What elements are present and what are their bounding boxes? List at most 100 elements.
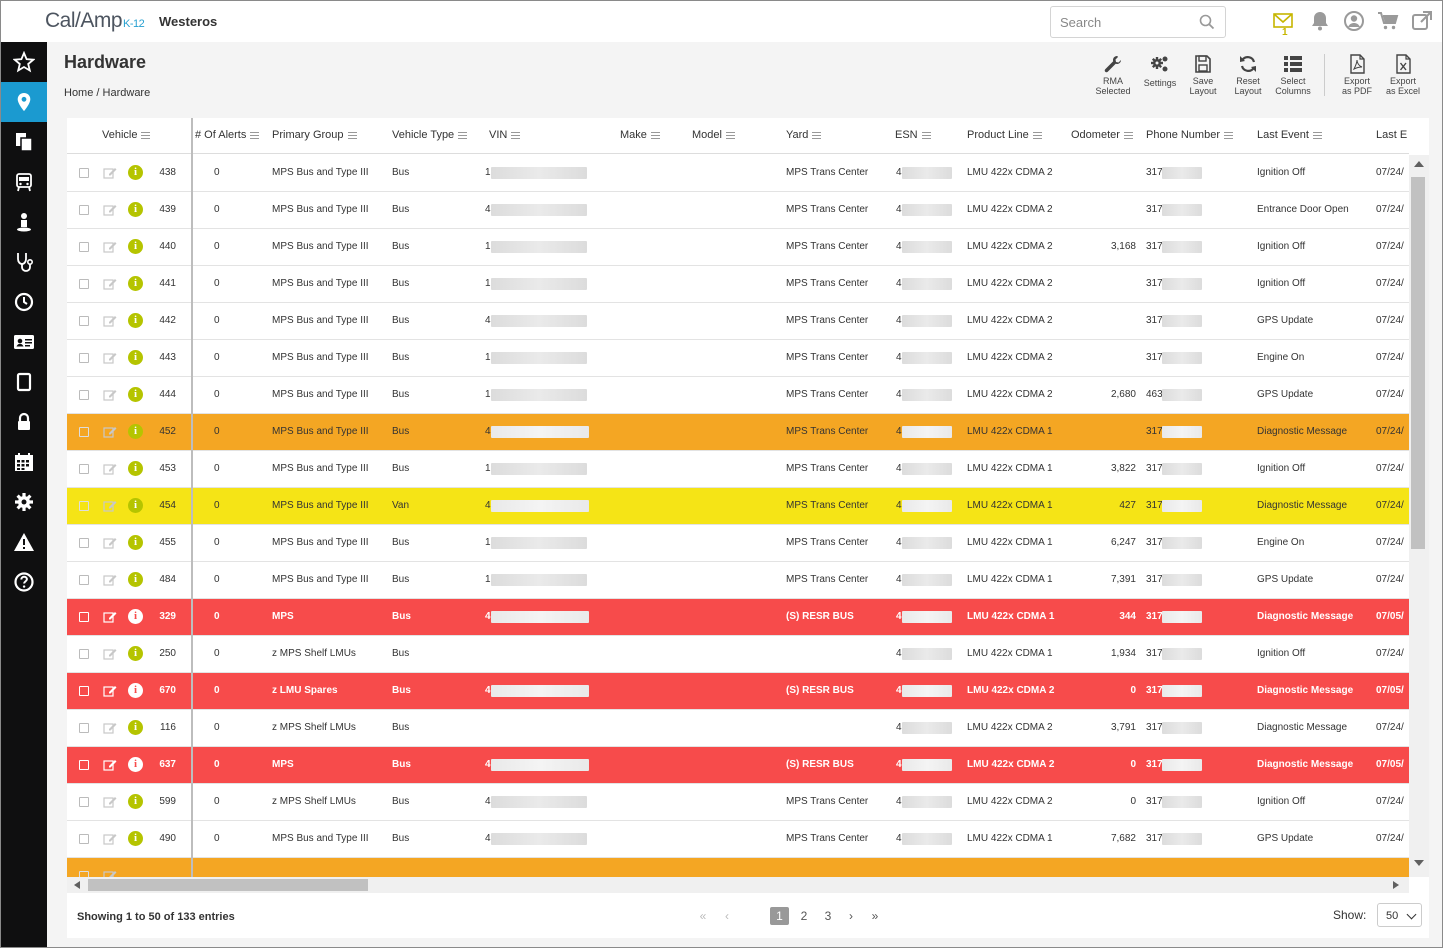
sidebar-item-alerts[interactable] (1, 522, 47, 562)
row-checkbox[interactable] (79, 168, 89, 178)
column-odometer[interactable]: Odometer (1071, 129, 1133, 141)
column-menu-icon[interactable] (1312, 131, 1322, 139)
page-2-button[interactable]: 2 (800, 909, 808, 923)
table-row[interactable]: i 250 0 z MPS Shelf LMUs Bus 4 LMU 422x CDMA 1… (67, 636, 1409, 673)
info-icon[interactable]: i (128, 683, 143, 698)
info-icon[interactable]: i (128, 535, 143, 550)
cell-vehicle[interactable]: 454 (159, 500, 176, 511)
info-icon[interactable]: i (128, 202, 143, 217)
row-checkbox[interactable] (79, 834, 89, 844)
info-icon[interactable]: i (128, 831, 143, 846)
cell-vehicle[interactable]: 484 (159, 574, 176, 585)
column-menu-icon[interactable] (1032, 131, 1042, 139)
cell-vehicle[interactable]: 116 (160, 722, 176, 733)
info-icon[interactable]: i (128, 424, 143, 439)
info-icon[interactable]: i (128, 276, 143, 291)
edit-icon[interactable] (103, 462, 117, 476)
edit-icon[interactable] (103, 240, 117, 254)
row-checkbox[interactable] (79, 612, 89, 622)
column-primary-group[interactable]: Primary Group (272, 129, 357, 141)
edit-icon[interactable] (103, 203, 117, 217)
scroll-down-arrow[interactable] (1414, 860, 1424, 866)
cell-vehicle[interactable]: 444 (159, 389, 176, 400)
column-vin[interactable]: VIN (489, 129, 521, 141)
info-icon[interactable]: i (128, 165, 143, 180)
row-checkbox[interactable] (79, 464, 89, 474)
first-page-button[interactable]: « (699, 909, 707, 923)
column-last-event-time[interactable]: Last E (1376, 129, 1407, 141)
edit-icon[interactable] (103, 832, 117, 846)
sidebar-item-contacts[interactable] (1, 322, 47, 362)
table-row[interactable]: i 329 0 MPS Bus 4 (S) RESR BUS 4 LMU 422x CDMA 1… (67, 599, 1409, 636)
save-layout-button[interactable]: Save Layout (1180, 54, 1226, 96)
column-esn[interactable]: ESN (895, 129, 931, 141)
column-menu-icon[interactable] (250, 131, 260, 139)
table-row[interactable]: i 453 0 MPS Bus and Type III Bus 1 MPS Trans C… (67, 451, 1409, 488)
horizontal-scroll-thumb[interactable] (88, 879, 368, 891)
cell-vehicle[interactable]: 329 (159, 611, 176, 622)
column-vehicle-type[interactable]: Vehicle Type (392, 129, 468, 141)
info-icon[interactable]: i (128, 572, 143, 587)
row-checkbox[interactable] (79, 353, 89, 363)
rma-selected-button[interactable]: RMA Selected (1090, 54, 1136, 96)
table-row[interactable]: i 454 0 MPS Bus and Type III Van 4 MPS Trans C… (67, 488, 1409, 525)
row-checkbox[interactable] (79, 575, 89, 585)
table-row[interactable]: i 441 0 MPS Bus and Type III Bus 1 MPS Trans C… (67, 266, 1409, 303)
edit-icon[interactable] (103, 684, 117, 698)
column-yard[interactable]: Yard (786, 129, 822, 141)
info-icon[interactable]: i (128, 387, 143, 402)
column-menu-icon[interactable] (347, 131, 357, 139)
sidebar-item-hardware[interactable] (1, 362, 47, 402)
page-size-select[interactable]: 50 (1377, 903, 1422, 927)
cell-vehicle[interactable]: 441 (159, 278, 176, 289)
user-icon[interactable] (1343, 10, 1367, 34)
cell-vehicle[interactable]: 442 (159, 315, 176, 326)
row-checkbox[interactable] (79, 279, 89, 289)
table-row[interactable]: i 484 0 MPS Bus and Type III Bus 1 MPS Trans C… (67, 562, 1409, 599)
cart-icon[interactable] (1377, 10, 1401, 34)
scroll-left-arrow[interactable] (74, 881, 80, 889)
sidebar-item-history[interactable] (1, 282, 47, 322)
settings-button[interactable]: Settings (1137, 54, 1183, 88)
next-page-button[interactable]: › (849, 909, 853, 923)
tenant-name[interactable]: Westeros (159, 14, 218, 29)
info-icon[interactable]: i (128, 609, 143, 624)
edit-icon[interactable] (103, 277, 117, 291)
sidebar-item-diagnostics[interactable] (1, 242, 47, 282)
row-checkbox[interactable] (79, 242, 89, 252)
info-icon[interactable]: i (128, 720, 143, 735)
bell-icon[interactable] (1309, 10, 1333, 34)
table-row[interactable]: i 670 0 z LMU Spares Bus 4 (S) RESR BUS 4 LMU 42… (67, 673, 1409, 710)
breadcrumb-home[interactable]: Home (64, 87, 94, 99)
row-checkbox[interactable] (79, 723, 89, 733)
edit-icon[interactable] (103, 499, 117, 513)
column-menu-icon[interactable] (725, 131, 735, 139)
info-icon[interactable]: i (128, 646, 143, 661)
sidebar-item-security[interactable] (1, 402, 47, 442)
column-menu-icon[interactable] (1224, 131, 1233, 139)
row-checkbox[interactable] (79, 501, 89, 511)
column-menu-icon[interactable] (1123, 131, 1133, 139)
sidebar-item-calendar[interactable] (1, 442, 47, 482)
table-row[interactable]: i 490 0 MPS Bus and Type III Bus 4 MPS Trans C… (67, 821, 1409, 858)
info-icon[interactable]: i (128, 239, 143, 254)
info-icon[interactable]: i (128, 794, 143, 809)
edit-icon[interactable] (103, 647, 117, 661)
row-checkbox[interactable] (79, 686, 89, 696)
edit-icon[interactable] (103, 573, 117, 587)
table-row[interactable]: i 444 0 MPS Bus and Type III Bus 1 MPS Trans C… (67, 377, 1409, 414)
cell-vehicle[interactable]: 637 (159, 759, 176, 770)
sidebar-item-vehicles[interactable] (1, 162, 47, 202)
vertical-scroll-thumb[interactable] (1411, 177, 1425, 549)
search-input[interactable] (1060, 14, 1200, 31)
edit-icon[interactable] (103, 610, 117, 624)
cell-vehicle[interactable]: 455 (159, 537, 176, 548)
cell-vehicle[interactable]: 250 (159, 648, 176, 659)
column-menu-icon[interactable] (511, 131, 521, 139)
edit-icon[interactable] (103, 388, 117, 402)
sidebar-item-favorites[interactable] (1, 42, 47, 82)
search-icon[interactable] (1199, 14, 1215, 30)
table-row[interactable]: i 440 0 MPS Bus and Type III Bus 1 MPS Trans C… (67, 229, 1409, 266)
row-checkbox[interactable] (79, 538, 89, 548)
info-icon[interactable]: i (128, 350, 143, 365)
